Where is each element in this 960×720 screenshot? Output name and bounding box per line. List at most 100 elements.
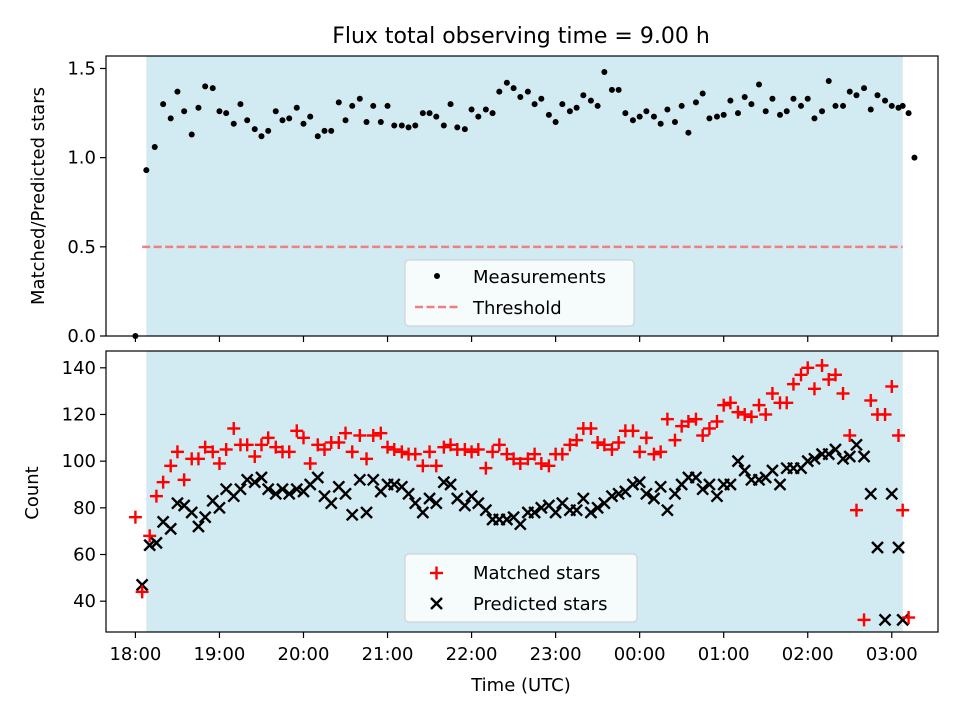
measurement-point (314, 133, 321, 140)
measurement-point (230, 120, 237, 127)
measurement-point (888, 102, 895, 109)
measurement-point (433, 113, 440, 120)
matched-star-point (822, 372, 836, 386)
predicted-star-point (829, 443, 842, 456)
measurement-point (223, 110, 230, 117)
measurement-point (615, 86, 622, 93)
measurement-point (755, 81, 762, 88)
measurement-point (447, 101, 454, 108)
count-legend: Matched stars Predicted stars (404, 553, 638, 623)
predicted-star-point (864, 487, 878, 501)
matched-star-point (633, 445, 647, 459)
ratio-y-tick-label: 1.0 (67, 148, 96, 169)
matched-star-point (303, 456, 317, 470)
predicted-star-point (696, 482, 710, 496)
matched-star-point (521, 452, 535, 466)
matched-star-point (765, 386, 779, 400)
matched-star-point (647, 447, 661, 461)
matched-star-point (156, 475, 170, 489)
predicted-star-point (185, 506, 199, 519)
matched-star-point (290, 424, 304, 438)
measurement-point (531, 101, 538, 108)
legend-threshold-label: Threshold (472, 298, 562, 319)
measurement-point (216, 108, 223, 115)
predicted-star-point (360, 506, 373, 519)
matched-star-point (759, 407, 773, 421)
matched-star-point (261, 431, 275, 445)
measurement-point (905, 110, 912, 117)
matched-star-point (584, 421, 598, 435)
measurement-point (440, 122, 447, 129)
count-x-tick-label: 20:00 (278, 644, 330, 665)
matched-star-point (429, 459, 443, 473)
matched-star-point (408, 447, 422, 461)
matched-star-point (135, 585, 149, 599)
matched-star-point (794, 368, 808, 382)
ratio-x-ticks (134, 336, 893, 342)
ratio-axes-frame (105, 55, 939, 337)
measurement-point (911, 154, 918, 161)
matched-star-point (353, 428, 367, 442)
matched-star-point (849, 503, 863, 517)
predicted-star-point (857, 450, 871, 463)
measurement-point (899, 102, 906, 109)
predicted-star-point (366, 473, 380, 487)
predicted-stars-points (135, 438, 910, 627)
measurement-point (398, 122, 405, 129)
count-axes-frame (105, 350, 939, 633)
measurement-point (748, 101, 755, 108)
measurement-point (503, 79, 510, 86)
matched-star-point (198, 440, 212, 454)
matched-star-point (240, 438, 254, 452)
measurement-point (720, 111, 727, 118)
predicted-star-point (408, 496, 422, 510)
ratio-y-axis-label: Matched/Predicted stars (28, 87, 49, 305)
count-x-tick-label: 01:00 (698, 644, 750, 665)
predicted-star-point (437, 475, 451, 489)
measurement-point (798, 102, 805, 109)
measurement-point (524, 88, 531, 95)
count-x-tick-label: 03:00 (866, 644, 918, 665)
measurement-point (727, 97, 734, 104)
measurement-point (601, 69, 608, 76)
matched-star-point (696, 428, 710, 442)
measurement-point (412, 122, 419, 129)
predicted-star-point (871, 541, 884, 554)
predicted-star-point (738, 464, 752, 477)
ratio-legend-box (404, 259, 635, 327)
matched-star-point (885, 379, 899, 393)
matched-star-point (723, 396, 737, 410)
predicted-star-point (513, 517, 527, 531)
matched-star-point (458, 442, 472, 456)
measurement-point (265, 127, 272, 134)
predicted-star-point (647, 492, 661, 505)
matched-star-point (626, 424, 640, 438)
count-y-tick-label: 120 (62, 404, 96, 425)
measurement-point (867, 106, 874, 113)
matched-star-point (269, 440, 283, 454)
measurement-point (151, 143, 158, 150)
count-x-tick-label: 22:00 (446, 644, 498, 665)
matched-star-point (149, 489, 163, 503)
predicted-star-point (269, 487, 283, 501)
matched-star-point (500, 447, 514, 461)
predicted-star-point (164, 522, 178, 536)
measurement-point (734, 110, 741, 117)
matched-star-point (555, 447, 569, 461)
measurement-point (650, 113, 657, 120)
predicted-star-point (633, 475, 647, 489)
matched-star-point (339, 426, 353, 440)
matched-star-point (681, 414, 695, 428)
legend-predicted-marker (430, 597, 443, 610)
measurement-point (846, 88, 853, 95)
measurement-point (405, 124, 412, 131)
count-x-tick-label: 19:00 (194, 644, 246, 665)
matched-star-point (896, 503, 910, 517)
predicted-star-point (171, 496, 184, 510)
predicted-star-point (640, 487, 653, 501)
measurement-point (244, 117, 251, 124)
measurement-point (861, 85, 868, 92)
predicted-star-point (773, 478, 787, 491)
matched-star-point (507, 452, 521, 466)
predicted-star-point (276, 482, 289, 496)
